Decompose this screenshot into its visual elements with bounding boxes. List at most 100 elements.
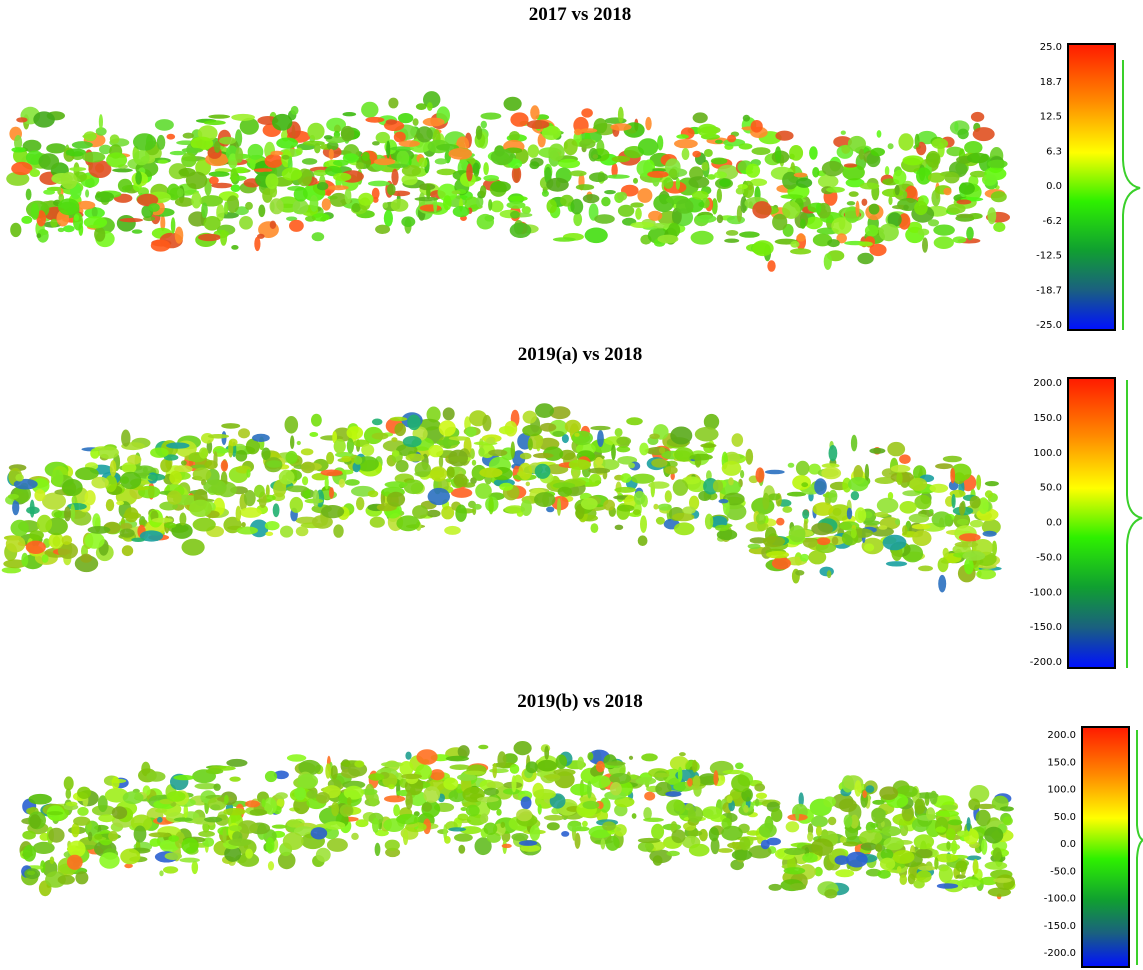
- point-patch: [311, 232, 325, 242]
- point-patch: [518, 462, 533, 481]
- point-patch: [743, 804, 749, 813]
- point-patch: [885, 561, 908, 567]
- point-patch: [231, 113, 256, 121]
- point-patch: [780, 194, 804, 200]
- point-patch: [81, 151, 106, 163]
- point-patch: [633, 490, 646, 505]
- point-patch: [959, 502, 965, 516]
- point-patch: [951, 493, 956, 509]
- point-patch: [858, 148, 865, 160]
- point-patch: [546, 506, 555, 513]
- point-patch: [874, 511, 889, 518]
- point-patch: [880, 849, 894, 860]
- point-patch: [590, 425, 611, 431]
- point-patch: [63, 225, 75, 233]
- point-patch: [16, 117, 28, 123]
- point-patch: [361, 101, 379, 118]
- point-patch: [91, 476, 109, 489]
- point-patch: [879, 786, 899, 800]
- point-patch: [111, 806, 128, 820]
- scale-label: 150.0: [1047, 757, 1076, 768]
- point-patch: [827, 239, 840, 248]
- point-patch: [121, 462, 137, 474]
- point-patch: [398, 140, 420, 148]
- point-patch: [561, 831, 570, 837]
- point-patch: [742, 114, 751, 122]
- point-patch: [894, 184, 900, 196]
- point-patch: [29, 814, 41, 829]
- point-patch: [630, 221, 655, 229]
- point-patch: [552, 237, 576, 242]
- point-patch: [836, 233, 847, 244]
- point-patch: [984, 826, 1004, 844]
- point-patch: [956, 518, 969, 526]
- histogram: [1122, 60, 1141, 330]
- point-patch: [688, 176, 710, 189]
- point-patch: [289, 219, 304, 232]
- point-patch: [553, 768, 576, 776]
- point-patch: [87, 526, 111, 534]
- point-patch: [147, 473, 166, 481]
- point-patch: [489, 768, 509, 774]
- point-patch: [850, 434, 858, 452]
- point-patch: [943, 187, 952, 196]
- point-patch: [682, 506, 696, 515]
- point-patch: [831, 217, 852, 236]
- histogram: [1136, 730, 1143, 965]
- point-patch: [213, 783, 221, 791]
- point-patch: [490, 181, 511, 193]
- point-patch: [914, 200, 928, 216]
- point-patch: [163, 866, 179, 874]
- point-patch: [828, 489, 838, 503]
- point-patch: [416, 749, 438, 765]
- point-patch: [548, 143, 565, 162]
- point-patch: [710, 157, 728, 165]
- point-patch: [355, 819, 369, 828]
- point-patch: [289, 496, 303, 513]
- point-patch: [224, 845, 242, 862]
- point-patch: [77, 806, 89, 816]
- point-patch: [475, 125, 483, 140]
- point-patch: [399, 761, 414, 776]
- point-patch: [631, 813, 637, 819]
- point-patch: [454, 833, 473, 842]
- point-patch: [155, 808, 168, 813]
- point-patch: [850, 491, 860, 501]
- point-patch: [945, 828, 956, 841]
- point-patch: [574, 432, 580, 437]
- point-patch: [448, 789, 466, 803]
- point-patch: [956, 199, 972, 205]
- point-patch: [957, 878, 981, 888]
- point-patch: [942, 455, 963, 463]
- point-patch: [43, 189, 55, 195]
- scale-label: 150.0: [1033, 413, 1062, 424]
- point-patch: [29, 499, 35, 518]
- point-patch: [448, 436, 471, 441]
- point-patch: [311, 213, 330, 222]
- point-patch: [238, 428, 250, 439]
- point-patch: [116, 500, 124, 506]
- point-patch: [879, 857, 896, 871]
- scale-label: 6.3: [1046, 146, 1062, 157]
- point-patch: [330, 765, 338, 780]
- point-patch: [90, 448, 100, 459]
- point-patch: [636, 160, 653, 177]
- point-patch: [857, 252, 874, 265]
- point-patch: [405, 453, 425, 462]
- point-patch: [453, 473, 468, 487]
- point-patch: [325, 763, 331, 779]
- point-patch: [987, 159, 1008, 169]
- point-patch: [645, 116, 652, 131]
- point-patch: [21, 552, 29, 567]
- point-patch: [931, 189, 941, 207]
- point-patch: [295, 147, 303, 156]
- point-patch: [245, 438, 260, 455]
- point-patch: [245, 848, 254, 859]
- point-patch: [916, 167, 932, 185]
- point-patch: [575, 503, 585, 520]
- point-patch: [393, 131, 406, 143]
- point-patch: [575, 184, 595, 191]
- point-patch: [311, 515, 333, 529]
- point-patch: [149, 838, 161, 847]
- point-patch: [389, 416, 408, 422]
